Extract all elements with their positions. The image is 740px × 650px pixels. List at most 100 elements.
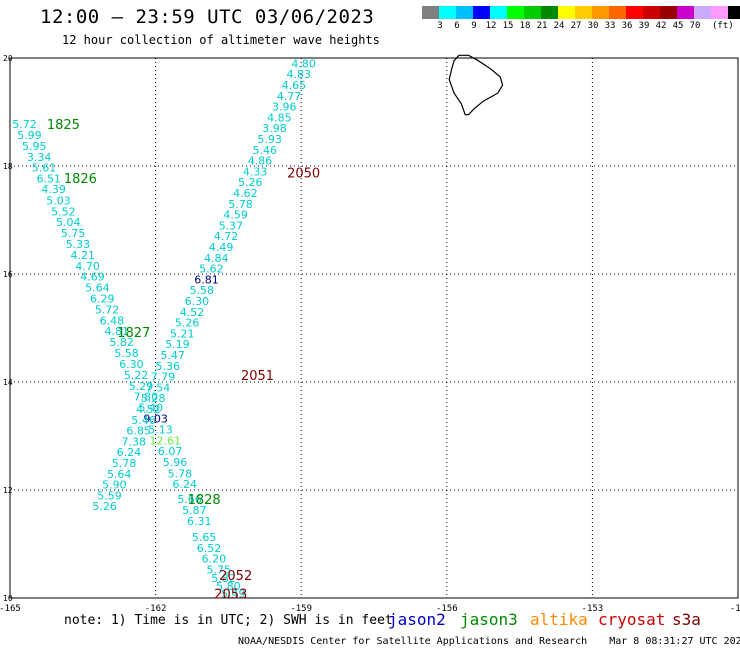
wave-height-label: 3.34	[27, 151, 52, 164]
wave-height-label: 5.26	[92, 500, 117, 513]
latitude-tick-label: 20	[3, 54, 13, 63]
colorbar-cell	[660, 6, 677, 19]
credit-text: NOAA/NESDIS Center for Satellite Applica…	[238, 636, 588, 647]
wave-height-label: 5.93	[257, 133, 282, 146]
wave-height-label: 5.82	[109, 336, 134, 349]
wave-height-label: 5.75	[206, 563, 231, 576]
wave-height-label: 5.04	[56, 216, 81, 229]
map-frame	[9, 57, 739, 599]
wave-height-label: 5.66	[177, 493, 202, 506]
wave-height-label: 5.90	[102, 479, 127, 492]
colorbar-label: 18	[519, 21, 531, 31]
colorbar-cell	[575, 6, 592, 19]
pass-time-label: 1825	[47, 118, 80, 133]
credit-line: NOAA/NESDIS Center for Satellite Applica…	[238, 636, 740, 647]
colorbar-cell	[728, 6, 740, 19]
colorbar	[422, 6, 740, 19]
legend-jason3: jason3	[460, 610, 518, 629]
wave-height-label: 6.24	[117, 446, 142, 459]
colorbar-cell	[626, 6, 643, 19]
wave-height-label: 4.80	[291, 57, 316, 70]
latitude-tick-label: 10	[3, 594, 13, 603]
wave-height-label: 6.20	[202, 553, 227, 566]
wave-height-label: 5.13	[148, 424, 173, 437]
wave-height-label: 5.40	[138, 401, 163, 414]
wave-height-label: 4.49	[209, 241, 234, 254]
colorbar-label: 24	[553, 21, 565, 31]
page-subtitle: 12 hour collection of altimeter wave hei…	[62, 33, 380, 47]
latitude-tick-label: 16	[3, 270, 13, 279]
wave-height-label: 4.84	[204, 252, 229, 265]
legend-altika: altika	[530, 610, 588, 629]
wave-height-label: 6.07	[158, 445, 183, 458]
wave-height-label: 7.79	[151, 371, 176, 384]
pass-time-label: 2052	[219, 569, 252, 584]
wave-height-label: 5.58	[189, 284, 214, 297]
pass-time-label: 2050	[287, 166, 320, 181]
wave-height-label: 5.59	[97, 489, 122, 502]
colorbar-label: 12	[485, 21, 497, 31]
colorbar-label: 3	[437, 21, 443, 31]
wave-height-label: 5.62	[199, 263, 224, 276]
colorbar-label: 70	[689, 21, 701, 31]
colorbar-cell	[694, 6, 711, 19]
wave-height-label: 3.98	[262, 122, 287, 135]
wave-height-label: 5.52	[51, 205, 76, 218]
wave-height-label: 4.81	[105, 325, 130, 338]
latitude-tick-label: 18	[3, 162, 13, 171]
timestamp: Mar 8 08:31:27 UTC 2023	[609, 636, 740, 647]
wave-height-label: 4.70	[75, 260, 100, 273]
pass-time-label: 2051	[241, 369, 274, 384]
colorbar-label: 6	[454, 21, 460, 31]
wave-height-label: 4.21	[71, 249, 96, 262]
wave-height-label: 4.65	[282, 79, 307, 92]
pass-time-label: 2053	[214, 588, 247, 603]
wave-height-label: 7.54	[146, 381, 171, 394]
legend-cryosat: cryosat	[598, 610, 666, 629]
wave-height-label: 5.46	[253, 144, 278, 157]
wave-height-label: 5.78	[112, 457, 137, 470]
wave-height-label: 6.30	[185, 295, 210, 308]
colorbar-cell	[558, 6, 575, 19]
colorbar-cell	[439, 6, 456, 19]
wave-height-label: 5.64	[85, 282, 110, 295]
wave-height-label: 5.26	[238, 176, 263, 189]
wave-height-label: 6.48	[100, 314, 125, 327]
longitude-tick-label: -153	[582, 604, 604, 614]
wave-height-label: 4.59	[223, 209, 248, 222]
wave-height-label: 5.22	[124, 369, 149, 382]
wave-height-label: 5.46	[131, 414, 156, 427]
wave-height-label: 4.85	[267, 111, 292, 124]
footnote: note: 1) Time is in UTC; 2) SWH is in fe…	[64, 613, 393, 628]
longitude-tick-label: -156	[436, 604, 458, 614]
colorbar-cell	[490, 6, 507, 19]
wave-height-label: 4.52	[136, 403, 161, 416]
latitude-tick-label: 12	[3, 486, 13, 495]
colorbar-cell	[609, 6, 626, 19]
colorbar-cell	[473, 6, 490, 19]
longitude-tick-label: -162	[145, 604, 167, 614]
wave-height-label: 5.72	[95, 304, 120, 317]
wave-height-label: 12.61	[150, 434, 182, 447]
colorbar-label: 21	[536, 21, 548, 31]
wave-height-label: 4.69	[80, 271, 105, 284]
wave-height-label: 6.31	[187, 515, 212, 528]
wave-height-label: 9.03	[143, 413, 168, 426]
colorbar-cell	[507, 6, 524, 19]
wave-height-label: 5.82	[211, 572, 236, 585]
wave-height-label: 6.51	[37, 172, 62, 185]
wave-height-label: 5.96	[163, 456, 188, 469]
longitude-tick-label: -15	[730, 604, 740, 614]
colorbar-label: 27	[570, 21, 582, 31]
wave-height-label: 5.49	[221, 588, 246, 601]
wave-height-label: 6.30	[119, 358, 144, 371]
pass-time-label: 1827	[117, 326, 150, 341]
wave-height-label: 6.81	[194, 273, 219, 286]
colorbar-label: 36	[621, 21, 633, 31]
pass-time-label: 1828	[188, 493, 221, 508]
legend-jason2: jason2	[388, 610, 446, 629]
wave-height-label: 5.72	[12, 118, 37, 131]
longitude-tick-label: -159	[290, 604, 312, 614]
wave-height-label: 5.78	[228, 198, 253, 211]
